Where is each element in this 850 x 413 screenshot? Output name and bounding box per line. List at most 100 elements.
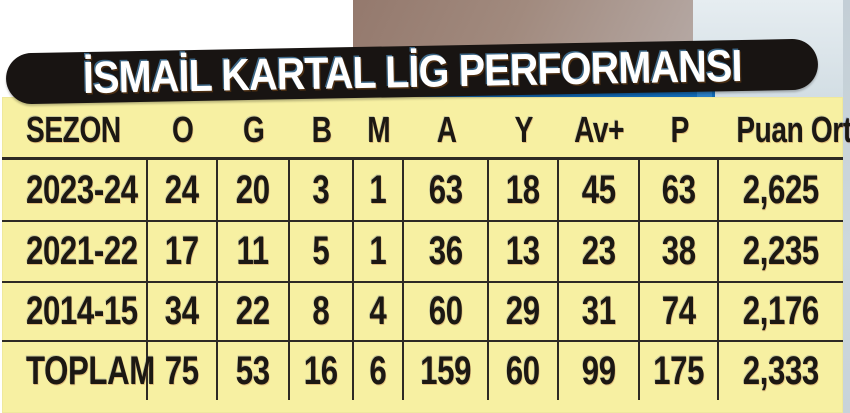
- cell-value: 36: [428, 229, 463, 273]
- table-cell-3: 8: [290, 283, 354, 340]
- table-cell-6: 60: [489, 342, 559, 400]
- cell-value: 29: [506, 289, 540, 333]
- cell-value: 60: [428, 289, 463, 333]
- column-header-label: SEZON: [26, 109, 121, 150]
- table-cell-7: 99: [559, 342, 640, 400]
- cell-value: 2,235: [742, 229, 820, 273]
- column-header-label: M: [367, 109, 391, 150]
- cell-value: 20: [236, 167, 270, 212]
- column-header-label: Puan Ort.: [736, 109, 850, 150]
- table-row-2023-24: 2023-24 24 20 3 1 63 18 45 63 2,625: [2, 160, 843, 222]
- cell-value: 53: [236, 348, 270, 393]
- cell-value: 4: [369, 289, 387, 333]
- table-cell-0: 2023-24: [2, 160, 148, 220]
- cell-value: 74: [661, 289, 696, 333]
- cell-value: 63: [428, 167, 463, 212]
- cell-value: 2,176: [742, 289, 820, 333]
- table-cell-6: 13: [489, 222, 559, 281]
- column-header-label: B: [312, 109, 332, 150]
- cell-value: 2023-24: [26, 167, 138, 212]
- table-row-toplam: TOPLAM 75 53 16 6 159 60 99 175 2,333: [2, 342, 843, 400]
- table-cell-2: 11: [218, 222, 290, 281]
- table-cell-9: 2,333: [719, 342, 843, 400]
- table-cell-4: 1: [354, 222, 404, 281]
- cell-value: 2,625: [742, 167, 820, 212]
- table-cell-0: 2014-15: [2, 283, 148, 340]
- table-row-2014-15: 2014-15 34 22 8 4 60 29 31 74 2,176: [2, 283, 843, 342]
- cell-value: 175: [653, 348, 704, 393]
- headline-title: İSMAİL KARTAL LİG PERFORMANSI: [82, 39, 742, 104]
- cell-value: 99: [581, 348, 616, 393]
- table-cell-7: 45: [559, 160, 640, 220]
- cell-value: 11: [236, 229, 270, 273]
- table-cell-1: 24: [148, 160, 218, 220]
- cell-value: 2021-22: [26, 229, 138, 273]
- table-cell-0: TOPLAM: [2, 342, 155, 400]
- cell-value: 1: [369, 167, 387, 212]
- column-header-av+: Av+: [559, 99, 640, 157]
- column-header-y: Y: [489, 99, 559, 157]
- stats-table: SEZON O G B M A Y Av+ P Puan Ort. 2023-24 24 20 3 1 63…: [2, 97, 850, 413]
- cell-value: 13: [506, 229, 540, 273]
- table-cell-2: 22: [218, 283, 290, 340]
- cell-value: 3: [312, 167, 330, 212]
- table-cell-3: 16: [290, 342, 354, 400]
- table-cell-9: 2,176: [719, 283, 843, 340]
- table-cell-6: 29: [489, 283, 559, 340]
- table-cell-7: 31: [559, 283, 640, 340]
- table-header-row: SEZON O G B M A Y Av+ P Puan Ort.: [2, 99, 850, 160]
- background-photo-right-edge: [843, 0, 850, 413]
- table-cell-4: 1: [354, 160, 404, 220]
- cell-value: TOPLAM: [26, 348, 155, 393]
- table-cell-4: 6: [354, 342, 404, 400]
- cell-value: 17: [165, 229, 199, 273]
- column-header-label: A: [436, 109, 457, 150]
- table-cell-2: 20: [218, 160, 290, 220]
- table-cell-1: 75: [148, 342, 218, 400]
- table-cell-1: 34: [148, 283, 218, 340]
- column-header-label: P: [670, 109, 689, 150]
- cell-value: 22: [236, 289, 270, 333]
- table-cell-2: 53: [218, 342, 290, 400]
- cell-value: 2,333: [742, 348, 820, 393]
- column-header-label: Y: [514, 109, 534, 150]
- table-row-2021-22: 2021-22 17 11 5 1 36 13 23 38 2,235: [2, 222, 843, 283]
- table-cell-8: 38: [640, 222, 719, 281]
- cell-value: 18: [506, 167, 540, 212]
- cell-value: 5: [312, 229, 330, 273]
- cell-value: 75: [165, 348, 199, 393]
- column-header-label: Av+: [574, 109, 625, 150]
- table-cell-8: 63: [640, 160, 719, 220]
- table-cell-3: 3: [290, 160, 354, 220]
- cell-value: 63: [661, 167, 696, 212]
- cell-value: 24: [165, 167, 199, 212]
- column-header-b: B: [290, 99, 354, 157]
- table-cell-7: 23: [559, 222, 640, 281]
- table-cell-6: 18: [489, 160, 559, 220]
- cell-value: 159: [420, 348, 471, 393]
- column-header-a: A: [404, 99, 489, 157]
- cell-value: 8: [312, 289, 330, 333]
- cell-value: 23: [581, 229, 616, 273]
- table-cell-5: 60: [404, 283, 489, 340]
- table-cell-5: 36: [404, 222, 489, 281]
- cell-value: 34: [165, 289, 199, 333]
- cell-value: 2014-15: [26, 289, 138, 333]
- table-body: 2023-24 24 20 3 1 63 18 45 63 2,625 2021-22 17 11 5 1 3…: [2, 160, 843, 400]
- cell-value: 60: [506, 348, 540, 393]
- table-cell-8: 175: [640, 342, 719, 400]
- column-header-o: O: [148, 99, 218, 157]
- table-cell-9: 2,235: [719, 222, 843, 281]
- cell-value: 16: [304, 348, 338, 393]
- column-header-m: M: [354, 99, 404, 157]
- table-cell-5: 159: [404, 342, 489, 400]
- table-cell-8: 74: [640, 283, 719, 340]
- table-cell-0: 2021-22: [2, 222, 148, 281]
- cell-value: 38: [661, 229, 696, 273]
- column-header-puan-ort: Puan Ort.: [719, 99, 850, 157]
- table-cell-4: 4: [354, 283, 404, 340]
- column-header-p: P: [640, 99, 719, 157]
- cell-value: 6: [369, 348, 387, 393]
- cell-value: 31: [581, 289, 616, 333]
